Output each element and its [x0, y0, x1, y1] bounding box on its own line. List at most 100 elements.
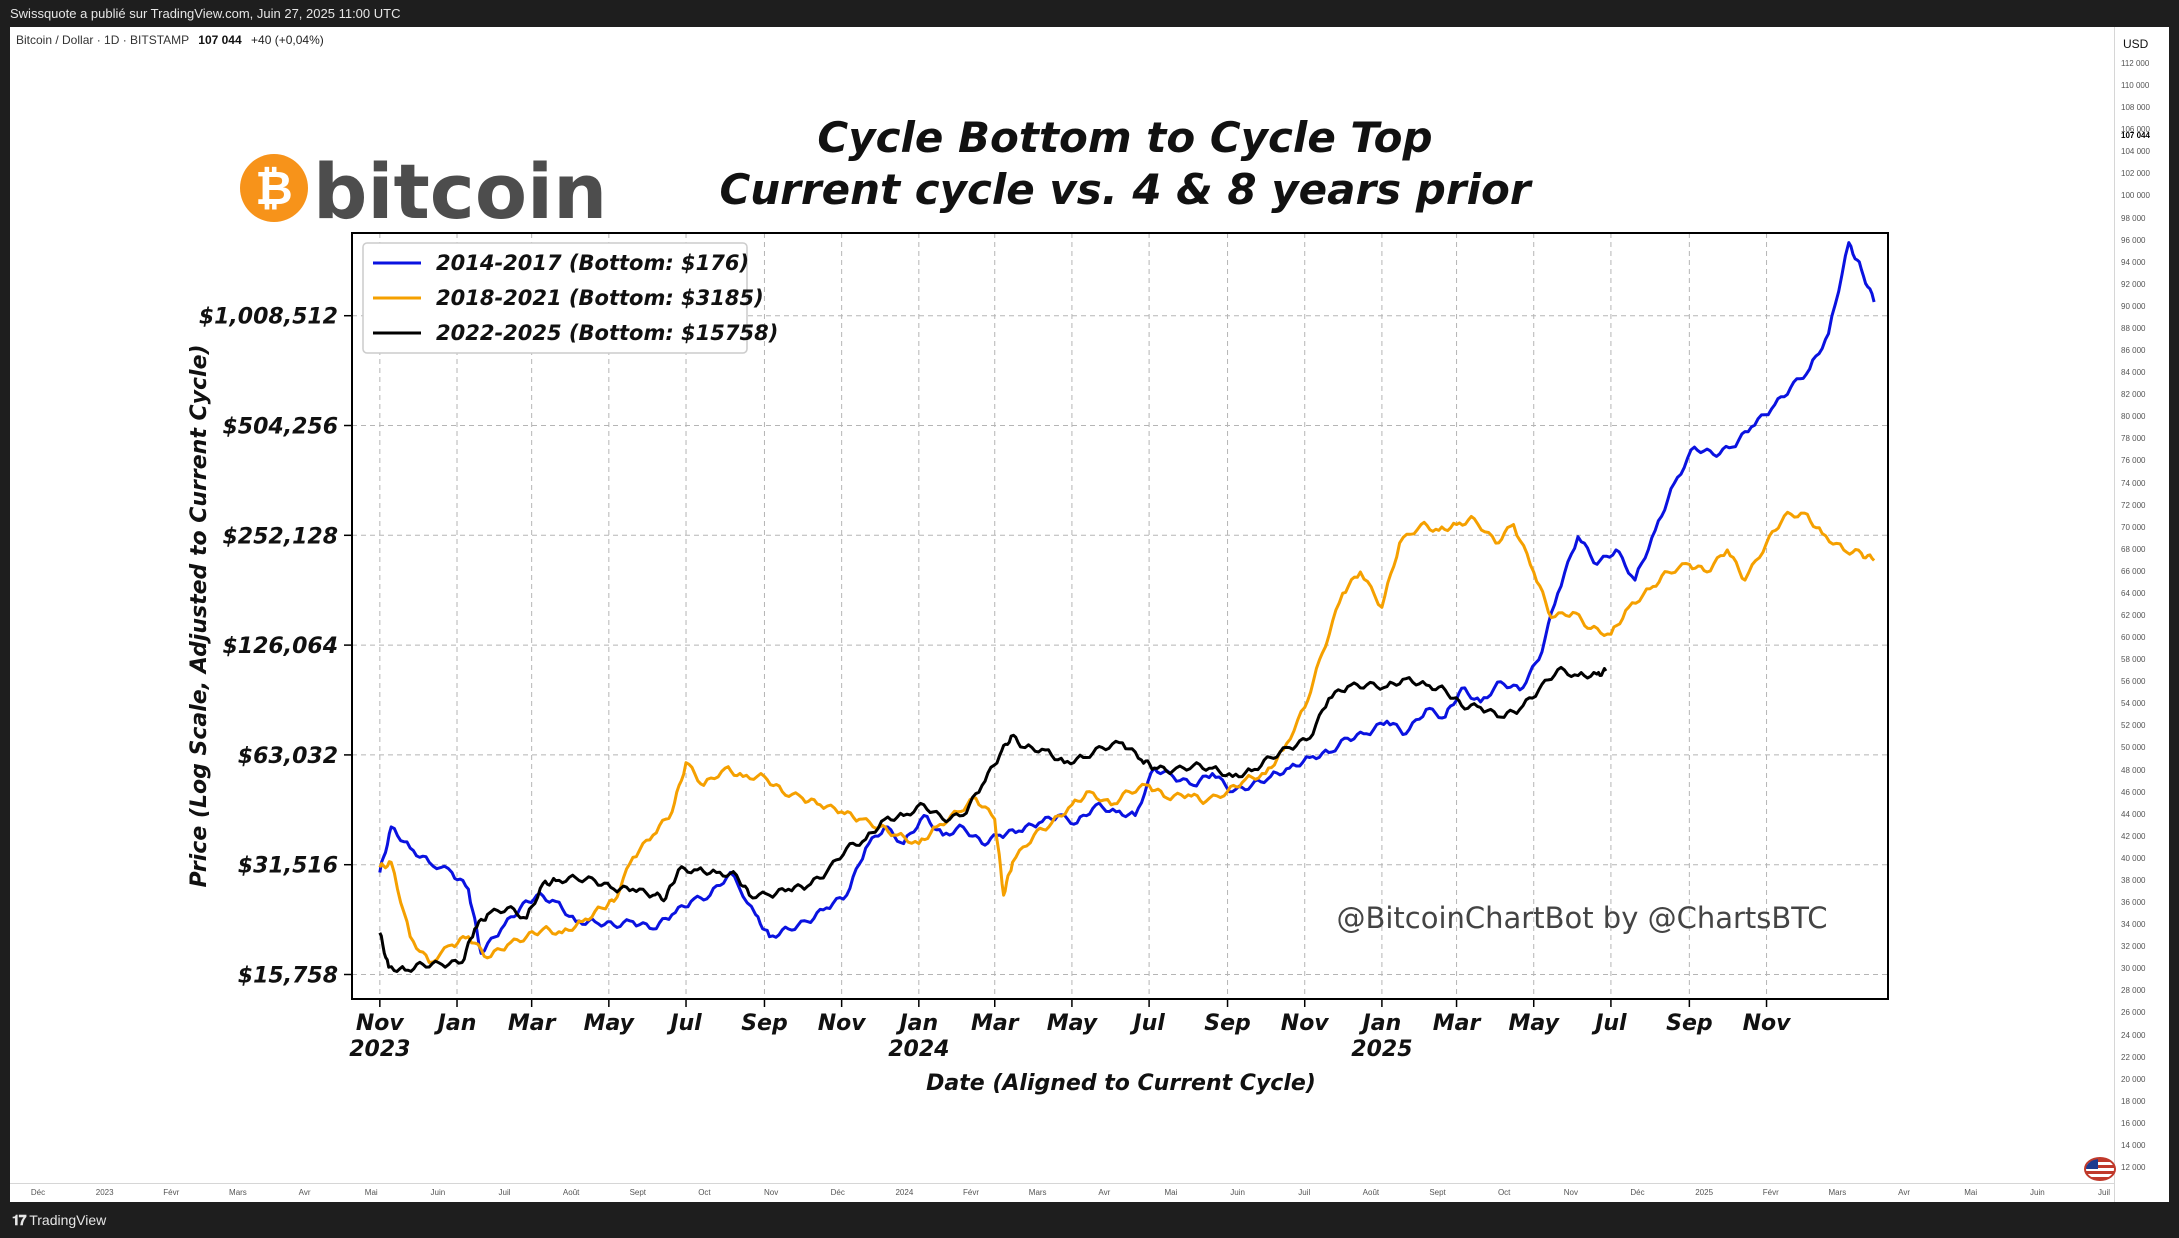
publish-header: Swissquote a publié sur TradingView.com,… [0, 0, 2179, 27]
price-axis-tick[interactable]: 16 000 [2121, 1118, 2146, 1128]
price-axis-tick[interactable]: 54 000 [2121, 699, 2146, 709]
time-axis-label[interactable]: Juin [430, 1188, 446, 1197]
bitcoin-coin-symbol: ₿ [255, 161, 293, 215]
time-axis-label[interactable]: Sept [1429, 1188, 1446, 1197]
y-tick-label: $504,256 [222, 415, 338, 440]
price-axis-tick[interactable]: 44 000 [2121, 809, 2146, 819]
price-axis[interactable]: USD 112 000 110 000 108 000 106 000 104 000 1… [2114, 27, 2169, 1202]
time-axis-label[interactable]: Déc [830, 1188, 845, 1197]
price-axis-tick[interactable]: 78 000 [2121, 434, 2146, 444]
time-axis-label[interactable]: Juin [1230, 1188, 1245, 1197]
price-axis-tick[interactable]: 18 000 [2121, 1096, 2146, 1106]
time-axis-label[interactable]: Mai [1964, 1188, 1978, 1197]
price-axis-tick[interactable]: 98 000 [2121, 213, 2146, 223]
price-axis-tick[interactable]: 86 000 [2121, 346, 2146, 356]
price-axis-tick[interactable]: 106 000 [2121, 125, 2150, 135]
price-axis-tick[interactable]: 22 000 [2121, 1052, 2146, 1062]
price-axis-tick[interactable]: 88 000 [2121, 323, 2146, 333]
time-axis-label[interactable]: Avr [298, 1188, 311, 1197]
price-axis-tick[interactable]: 96 000 [2121, 235, 2146, 245]
currency-label[interactable]: USD [2123, 37, 2149, 51]
price-axis-tick[interactable]: 64 000 [2121, 588, 2146, 598]
price-axis-tick[interactable]: 20 000 [2121, 1074, 2146, 1084]
time-axis-label[interactable]: 2023 [95, 1188, 114, 1197]
price-axis-tick[interactable]: 84 000 [2121, 368, 2146, 378]
price-axis-current[interactable]: 107 044 [2121, 131, 2150, 140]
price-axis-tick[interactable]: 100 000 [2121, 191, 2150, 201]
price-axis-tick[interactable]: 50 000 [2121, 743, 2146, 753]
symbol-change: +40 (+0,04%) [251, 33, 324, 47]
price-axis-tick[interactable]: 90 000 [2121, 301, 2146, 311]
price-axis-tick[interactable]: 34 000 [2121, 920, 2146, 930]
price-axis-tick[interactable]: 26 000 [2121, 1008, 2146, 1018]
time-axis-label[interactable]: Juil [2097, 1188, 2111, 1197]
price-axis-tick[interactable]: 48 000 [2121, 765, 2146, 775]
time-axis-label[interactable]: Juil [1298, 1188, 1311, 1197]
time-axis-label[interactable]: Sept [629, 1188, 647, 1197]
price-axis-tick[interactable]: 82 000 [2121, 390, 2146, 400]
time-axis-label[interactable]: Oct [698, 1188, 711, 1197]
time-axis-label[interactable]: 2025 [1695, 1188, 1714, 1197]
time-axis-label[interactable]: Août [562, 1188, 580, 1197]
price-axis-tick[interactable]: 104 000 [2121, 147, 2150, 157]
time-axis-label[interactable]: Févr [163, 1188, 180, 1197]
price-axis-tick[interactable]: 70 000 [2121, 522, 2146, 532]
price-axis-tick[interactable]: 102 000 [2121, 169, 2150, 179]
time-axis-label[interactable]: Févr [1762, 1188, 1779, 1197]
x-tick-label: Jul [1129, 1011, 1165, 1036]
time-axis[interactable]: Déc 2023 Févr Mars Avr Mai Juin Juil Août Sept Oct… [10, 1183, 2114, 1203]
x-tick-label: Mar [971, 1011, 1020, 1036]
us-flag-icon[interactable] [2084, 1157, 2116, 1181]
price-axis-tick[interactable]: 38 000 [2121, 875, 2146, 885]
price-axis-tick[interactable]: 52 000 [2121, 721, 2146, 731]
time-axis-label[interactable]: Déc [30, 1188, 46, 1197]
time-axis-label[interactable]: Août [1362, 1188, 1380, 1197]
price-axis-tick[interactable]: 12 000 [2121, 1163, 2146, 1172]
price-axis-tick[interactable]: 14 000 [2121, 1140, 2146, 1150]
price-axis-tick[interactable]: 80 000 [2121, 412, 2146, 422]
time-axis-label[interactable]: Mai [1164, 1188, 1178, 1197]
time-axis-label[interactable]: Mars [1828, 1188, 1847, 1197]
price-axis-tick[interactable]: 76 000 [2121, 456, 2146, 466]
price-axis-tick[interactable]: 30 000 [2121, 964, 2146, 974]
price-axis-tick[interactable]: 62 000 [2121, 611, 2146, 620]
time-axis-label[interactable]: Juil [498, 1188, 511, 1197]
price-axis-tick[interactable]: 56 000 [2121, 677, 2146, 687]
time-axis-label[interactable]: Mai [364, 1188, 378, 1197]
price-axis-tick[interactable]: 36 000 [2121, 898, 2146, 908]
time-axis-label[interactable]: Nov [763, 1188, 779, 1197]
time-axis-label[interactable]: Avr [1098, 1188, 1111, 1197]
price-axis-tick[interactable]: 66 000 [2121, 566, 2146, 576]
price-axis-tick[interactable]: 68 000 [2121, 544, 2146, 554]
price-axis-tick[interactable]: 42 000 [2121, 831, 2146, 841]
y-tick-label: $15,758 [238, 964, 338, 989]
bitcoin-coin-icon [240, 154, 308, 222]
price-axis-tick[interactable]: 24 000 [2121, 1030, 2146, 1040]
time-axis-label[interactable]: Nov [1563, 1188, 1578, 1197]
x-tick-label: Mar [1433, 1011, 1482, 1036]
price-axis-tick[interactable]: 110 000 [2121, 81, 2150, 91]
price-axis-tick[interactable]: 32 000 [2121, 942, 2146, 952]
price-axis-tick[interactable]: 72 000 [2121, 500, 2146, 510]
time-axis-label[interactable]: Mars [1028, 1188, 1047, 1197]
time-axis-label[interactable]: Déc [1630, 1188, 1645, 1197]
price-axis-tick[interactable]: 46 000 [2121, 787, 2146, 797]
price-axis-tick[interactable]: 108 000 [2121, 103, 2150, 113]
price-axis-tick[interactable]: 92 000 [2121, 279, 2146, 289]
time-axis-label[interactable]: Mars [229, 1188, 247, 1197]
time-axis-label[interactable]: Oct [1497, 1188, 1511, 1197]
time-axis-label[interactable]: Avr [1898, 1188, 1910, 1197]
time-axis-label[interactable]: 2024 [895, 1188, 914, 1197]
price-axis-tick[interactable]: 60 000 [2121, 633, 2146, 643]
price-axis-tick[interactable]: 112 000 [2121, 59, 2150, 68]
time-axis-label[interactable]: Févr [963, 1188, 980, 1197]
x-tick-label: Sep [741, 1011, 788, 1036]
price-axis-tick[interactable]: 28 000 [2121, 986, 2146, 996]
time-axis-label[interactable]: Juin [2030, 1188, 2045, 1197]
price-axis-tick[interactable]: 94 000 [2121, 257, 2146, 267]
price-axis-tick[interactable]: 40 000 [2121, 853, 2146, 863]
chart-frame[interactable] [10, 27, 2114, 1202]
price-axis-tick[interactable]: 58 000 [2121, 655, 2146, 665]
x-tick-label: Jan [1359, 1011, 1402, 1036]
price-axis-tick[interactable]: 74 000 [2121, 478, 2146, 488]
